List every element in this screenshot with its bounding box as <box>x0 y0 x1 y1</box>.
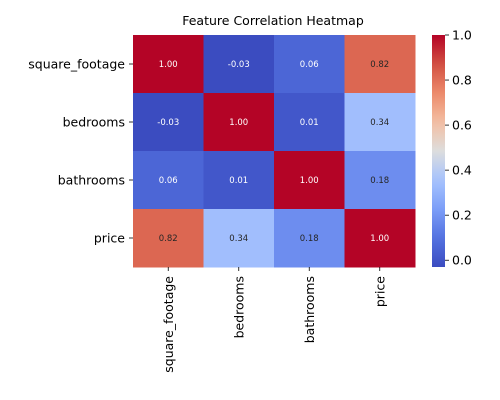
cell-value-label: 1.00 <box>370 234 389 244</box>
colorbar-tick-label: 0.4 <box>452 163 472 178</box>
cell-value-label: 0.82 <box>159 234 178 244</box>
heatmap-cell <box>203 151 275 210</box>
cell-value-label: -0.03 <box>157 118 179 128</box>
cell-value-label: 0.18 <box>300 234 319 244</box>
cell-value-label: 0.06 <box>159 176 178 186</box>
cell-value-label: 0.34 <box>229 234 248 244</box>
cell-value-label: 1.00 <box>300 176 319 186</box>
chart-title: Feature Correlation Heatmap <box>182 13 364 28</box>
heatmap-cells <box>133 35 416 268</box>
cell-value-label: 0.01 <box>300 118 319 128</box>
heatmap-cell <box>133 209 204 268</box>
heatmap-cell <box>274 151 345 210</box>
heatmap-cell <box>274 93 345 152</box>
y-tick-label: bathrooms <box>58 173 125 188</box>
colorbar-tick-label: 1.0 <box>452 28 472 43</box>
y-tick-label: bedrooms <box>63 115 125 130</box>
x-tick-label: bathrooms <box>302 276 317 343</box>
cell-value-label: 0.18 <box>370 176 389 186</box>
heatmap-cell <box>344 151 416 210</box>
y-tick-label: price <box>94 231 125 246</box>
heatmap-cell <box>133 93 204 152</box>
x-axis: square_footage bedrooms bathrooms price <box>161 267 387 373</box>
heatmap-cell <box>274 209 345 268</box>
heatmap-cell <box>203 209 275 268</box>
cell-value-label: 0.34 <box>370 118 389 128</box>
cell-value-label: 1.00 <box>159 60 178 70</box>
x-tick-label: bedrooms <box>231 276 246 338</box>
heatmap-cell <box>344 35 416 94</box>
heatmap-cell <box>203 93 275 152</box>
colorbar: 0.0 0.2 0.4 0.6 0.8 1.0 <box>432 28 472 268</box>
colorbar-tick-label: 0.2 <box>452 208 472 223</box>
heatmap-cell <box>133 151 204 210</box>
colorbar-tick-label: 0.0 <box>452 253 472 268</box>
heatmap-cell <box>344 93 416 152</box>
x-tick-label: price <box>372 276 387 307</box>
cell-value-labels: 1.00 -0.03 0.06 0.82 -0.03 1.00 0.01 0.34 0.06 0.… <box>157 60 389 244</box>
cell-value-label: -0.03 <box>228 60 250 70</box>
cell-value-label: 1.00 <box>229 118 248 128</box>
y-tick-label: square_footage <box>28 57 125 72</box>
y-axis: square_footage bedrooms bathrooms price <box>28 57 133 246</box>
heatmap-cell <box>274 35 345 94</box>
heatmap-cell <box>344 209 416 268</box>
heatmap-cell <box>133 35 204 94</box>
colorbar-gradient <box>432 35 445 267</box>
cell-value-label: 0.01 <box>229 176 248 186</box>
x-tick-label: square_footage <box>161 276 176 373</box>
colorbar-tick-label: 0.6 <box>452 118 472 133</box>
cell-value-label: 0.06 <box>300 60 319 70</box>
cell-value-label: 0.82 <box>370 60 389 70</box>
colorbar-tick-label: 0.8 <box>452 73 472 88</box>
heatmap-cell <box>203 35 275 94</box>
